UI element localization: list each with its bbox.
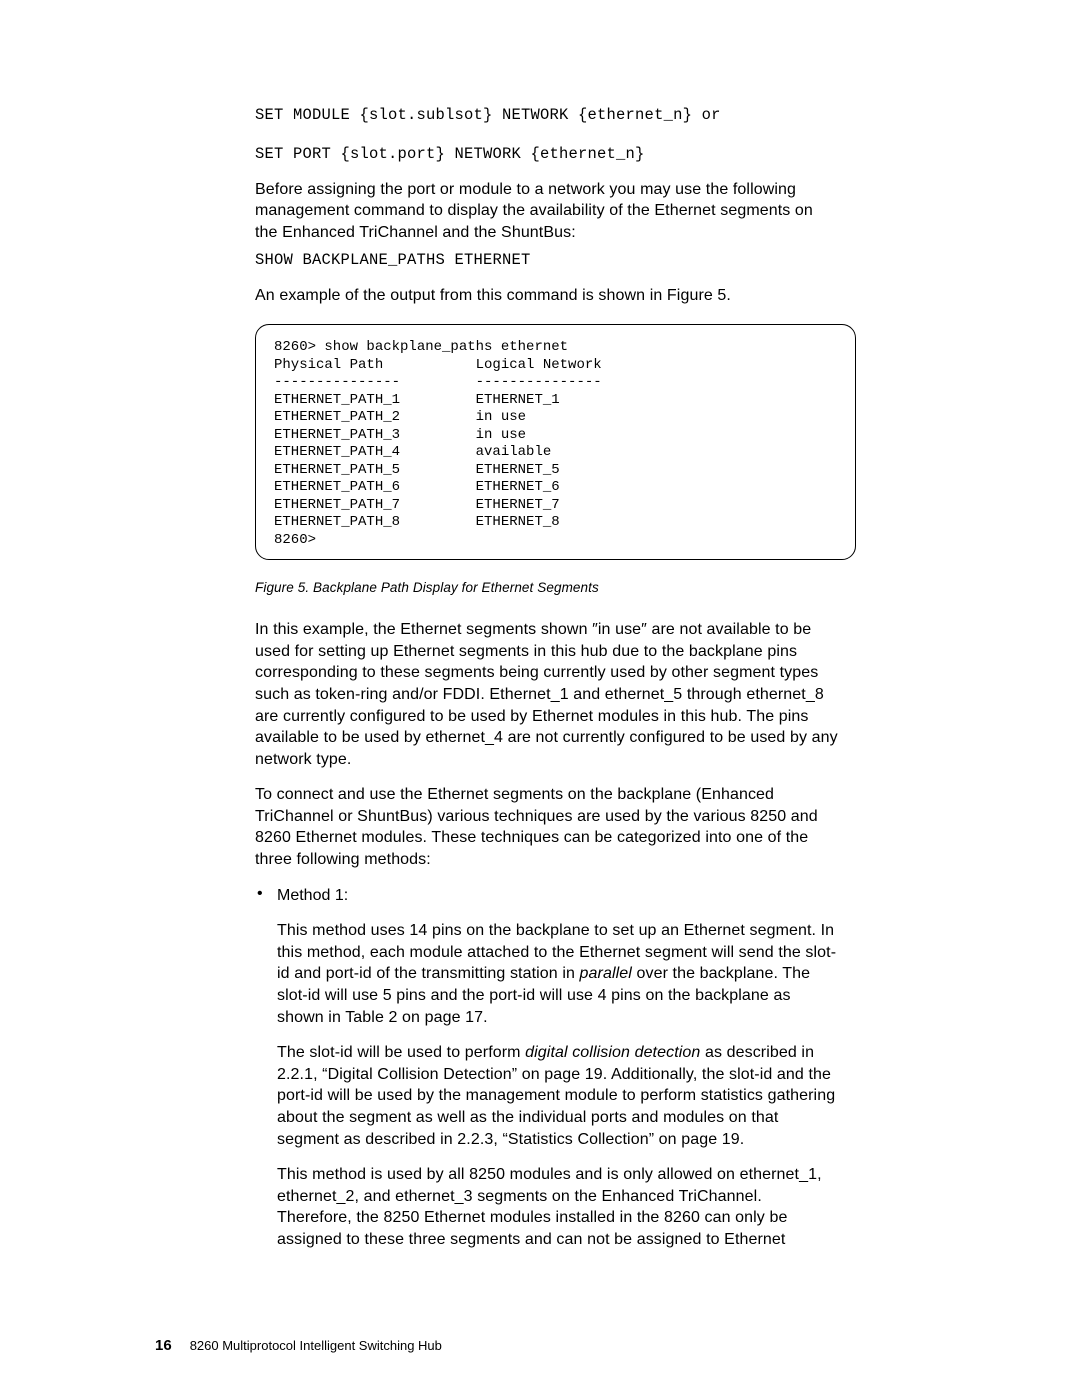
para3-a: In this example, the Ethernet segments s…	[255, 621, 592, 638]
para3-b: are not available to be used for setting…	[255, 621, 838, 768]
figure-row-1: ETHERNET_PATH_1 ETHERNET_1	[274, 392, 837, 410]
paragraph-example: An example of the output from this comma…	[255, 285, 840, 307]
footer-title: 8260 Multiprotocol Intelligent Switching…	[190, 1338, 442, 1353]
figure-row-8: ETHERNET_PATH_8 ETHERNET_8	[274, 514, 837, 532]
page-footer: 16 8260 Multiprotocol Intelligent Switchi…	[155, 1337, 442, 1354]
m1p2-italic: digital collision detection	[525, 1044, 700, 1061]
figure-dash: --------------- ---------------	[274, 374, 837, 392]
method1-para3: This method is used by all 8250 modules …	[277, 1164, 840, 1250]
para3-quote: ″in use″	[592, 621, 647, 638]
paragraph-methods: To connect and use the Ethernet segments…	[255, 784, 840, 870]
m1p2-a: The slot-id will be used to perform	[277, 1044, 525, 1061]
command-line-3: SHOW BACKPLANE_PATHS ETHERNET	[255, 250, 840, 271]
page: SET MODULE {slot.sublsot} NETWORK {ether…	[0, 0, 1080, 1397]
bullet-dot-icon: •	[255, 885, 277, 907]
figure-row-3: ETHERNET_PATH_3 in use	[274, 427, 837, 445]
command-line-1: SET MODULE {slot.sublsot} NETWORK {ether…	[255, 105, 840, 126]
bullet-method-1: • Method 1:	[255, 885, 840, 907]
figure-line-cmd: 8260> show backplane_paths ethernet	[274, 339, 837, 357]
figure-caption: Figure 5. Backplane Path Display for Eth…	[255, 580, 840, 595]
figure-row-4: ETHERNET_PATH_4 available	[274, 444, 837, 462]
method1-para1: This method uses 14 pins on the backplan…	[277, 920, 840, 1028]
figure-row-7: ETHERNET_PATH_7 ETHERNET_7	[274, 497, 837, 515]
figure-row-2: ETHERNET_PATH_2 in use	[274, 409, 837, 427]
figure-row-6: ETHERNET_PATH_6 ETHERNET_6	[274, 479, 837, 497]
figure-header: Physical Path Logical Network	[274, 357, 837, 375]
paragraph-explain: In this example, the Ethernet segments s…	[255, 619, 840, 770]
method1-para2: The slot-id will be used to perform digi…	[277, 1042, 840, 1150]
paragraph-intro: Before assigning the port or module to a…	[255, 179, 840, 244]
command-line-2: SET PORT {slot.port} NETWORK {ethernet_n…	[255, 144, 840, 165]
m1p1-italic: parallel	[580, 965, 632, 982]
figure-row-5: ETHERNET_PATH_5 ETHERNET_5	[274, 462, 837, 480]
content-area: SET MODULE {slot.sublsot} NETWORK {ether…	[255, 105, 840, 1251]
bullet-text: Method 1:	[277, 885, 348, 907]
page-number: 16	[155, 1337, 172, 1354]
figure-box: 8260> show backplane_paths ethernet Phys…	[255, 324, 856, 560]
figure-prompt: 8260>	[274, 532, 837, 550]
